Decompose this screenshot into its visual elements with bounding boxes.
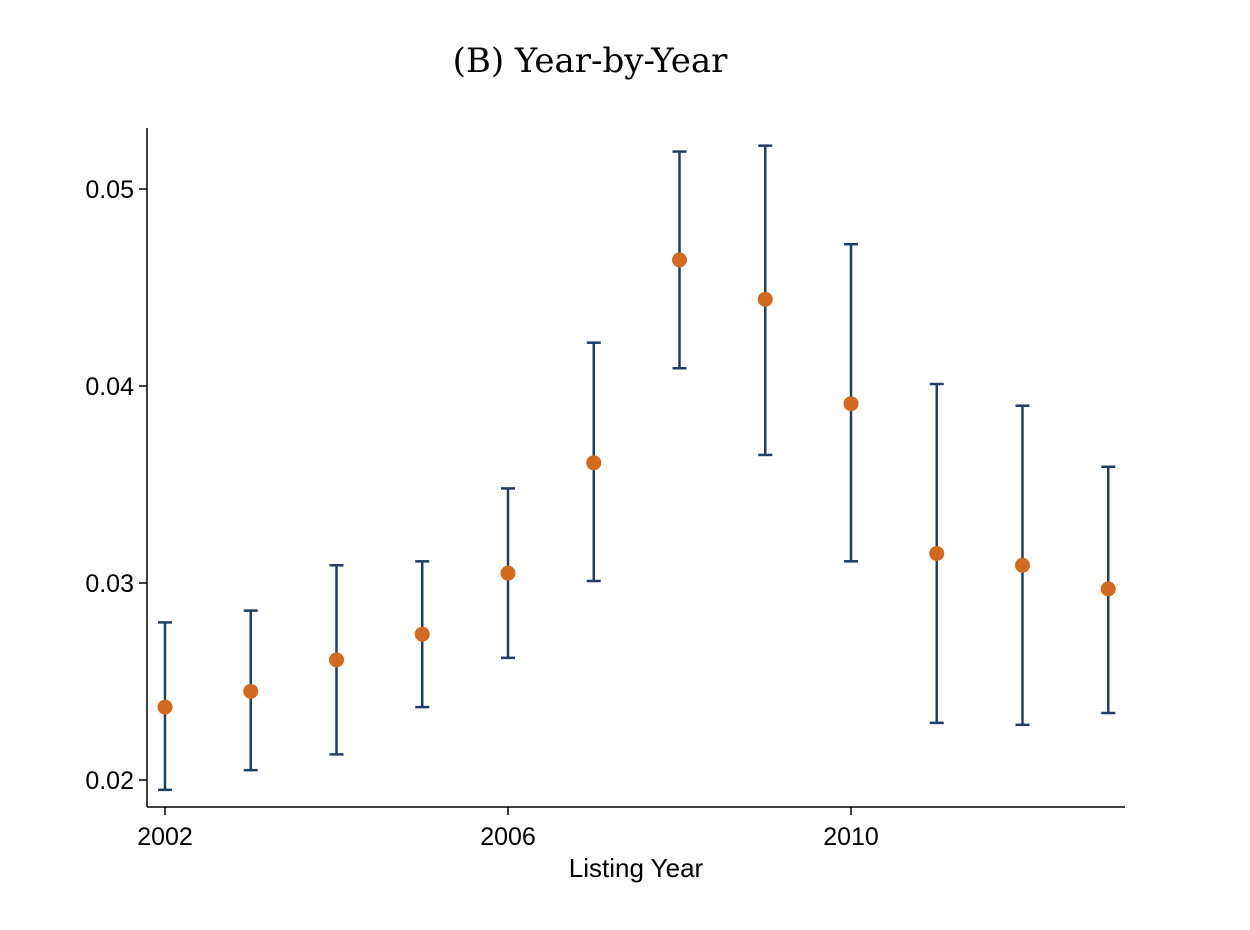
data-points [157, 252, 1116, 715]
y-ticks: 0.02 0.03 0.04 0.05 [85, 176, 147, 795]
data-point [329, 652, 344, 668]
data-point [157, 699, 173, 715]
x-tick-label: 2010 [823, 823, 879, 851]
chart-title: (B) Year-by-Year [453, 41, 729, 81]
data-point [500, 565, 516, 581]
data-point [243, 683, 259, 699]
data-point [1015, 557, 1030, 573]
error-bars [158, 144, 1116, 792]
y-tick-label: 0.02 [85, 767, 134, 795]
data-point [414, 626, 430, 642]
x-tick-label: 2002 [137, 823, 193, 851]
y-tick-label: 0.03 [85, 570, 134, 598]
x-tick-label: 2006 [480, 823, 536, 851]
data-point [929, 545, 945, 561]
data-point [672, 252, 687, 268]
x-axis-label: Listing Year [569, 853, 704, 883]
data-point [586, 455, 602, 471]
data-point [843, 396, 859, 412]
y-tick-label: 0.05 [85, 176, 134, 204]
x-ticks: 2002 2006 2010 [137, 807, 879, 851]
data-point [1100, 581, 1116, 597]
data-point [757, 291, 773, 307]
y-tick-label: 0.04 [85, 373, 134, 401]
